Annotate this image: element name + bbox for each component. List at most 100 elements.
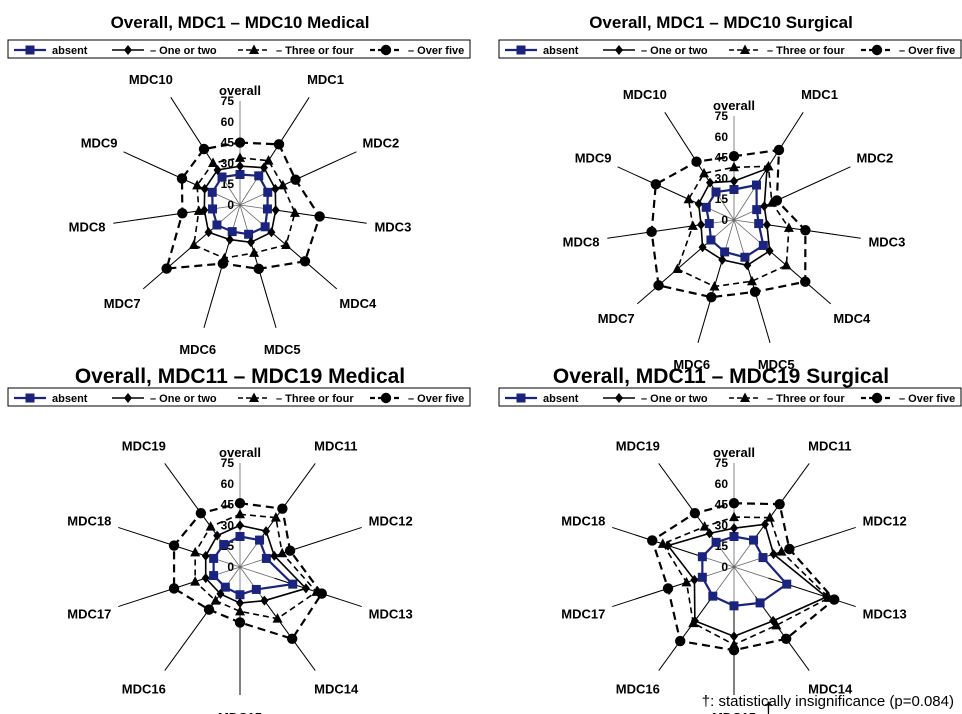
radar-chart-4: Overall, MDC11 – MDC19 Surgical absent – O… (498, 365, 962, 714)
data-point (213, 165, 222, 176)
data-point (316, 588, 327, 599)
tick-label: 45 (715, 498, 729, 512)
data-point (709, 281, 720, 291)
tick-label: 75 (715, 456, 729, 470)
series-line (650, 148, 807, 299)
legend-marker (380, 392, 392, 404)
data-point (729, 601, 739, 611)
data-point (249, 247, 260, 257)
axis-label: MDC14 (314, 681, 359, 696)
significance-dagger: † (764, 700, 773, 714)
data-point (244, 229, 254, 239)
data-point (754, 219, 764, 229)
data-point (697, 552, 707, 562)
axis-label: MDC12 (863, 514, 907, 529)
legend-box (498, 39, 962, 59)
series-line (172, 502, 324, 641)
callout-line (664, 112, 715, 190)
axis-label: MDC9 (81, 136, 118, 151)
data-point (688, 617, 699, 628)
callout-line (743, 254, 771, 343)
legend-box (7, 39, 471, 59)
legend-label: – One or two (641, 45, 708, 57)
tick-label: 60 (221, 115, 235, 129)
series-line (165, 141, 321, 270)
callout-line (769, 224, 861, 239)
legend-label: absent (52, 393, 88, 405)
tick-label: 60 (221, 477, 235, 491)
data-point (234, 617, 246, 628)
legend-label: – Over five (408, 393, 464, 405)
axis-label: overall (713, 445, 755, 460)
axis-label: MDC19 (122, 439, 166, 454)
data-point (260, 222, 270, 232)
radar-chart-1: Overall, MDC1 – MDC10 Medical absent – One… (7, 13, 471, 357)
callout-line (203, 239, 231, 328)
data-point (760, 519, 769, 530)
data-point (730, 631, 738, 642)
legend-label: – Three or four (276, 393, 354, 405)
callout-line (272, 151, 357, 191)
data-point (277, 503, 288, 514)
axis-label: MDC16 (122, 681, 166, 696)
data-point (800, 225, 811, 236)
data-point (758, 553, 768, 563)
axis-label: MDC12 (369, 514, 413, 529)
data-point (653, 280, 664, 291)
data-point (672, 263, 683, 274)
series-line (650, 502, 836, 652)
legend-marker (871, 392, 883, 404)
data-point (664, 540, 673, 551)
data-point (687, 220, 698, 230)
data-point (776, 546, 787, 556)
axis-label: MDC14 (808, 681, 853, 696)
data-point (705, 528, 714, 539)
data-point (198, 143, 210, 155)
data-point (168, 540, 180, 551)
data-point (210, 595, 221, 605)
axis-label: MDC8 (563, 234, 600, 249)
data-point (288, 579, 298, 589)
data-point (271, 205, 280, 216)
data-point (752, 205, 762, 215)
data-point (270, 512, 281, 522)
axis-label: overall (713, 98, 755, 113)
data-point (177, 208, 188, 219)
chart-panel-4: Overall, MDC11 – MDC19 Surgical absent – O… (481, 355, 962, 714)
data-point (781, 259, 792, 270)
data-point (699, 521, 710, 531)
callout-line (260, 596, 316, 671)
axis-label: MDC5 (758, 357, 795, 372)
data-point (259, 162, 268, 173)
data-point (236, 520, 244, 531)
data-point (829, 594, 840, 605)
data-point (706, 177, 715, 188)
legend-label: – Three or four (767, 393, 845, 405)
data-point (208, 157, 219, 168)
callout-line (118, 577, 206, 608)
data-point (235, 590, 245, 600)
data-point (711, 187, 721, 197)
data-point (216, 588, 225, 599)
data-point (698, 242, 707, 253)
tick-label: 45 (221, 498, 235, 512)
chart-panel-2: Overall, MDC1 – MDC10 Surgical absent – On… (481, 0, 962, 372)
data-point (213, 530, 222, 541)
axis-label: MDC4 (339, 296, 377, 311)
tick-label: 0 (227, 560, 234, 574)
axis-label: overall (219, 83, 261, 98)
chart-title: Overall, MDC1 – MDC10 Surgical (589, 13, 853, 32)
series-line (194, 513, 318, 620)
legend-label: – One or two (641, 393, 708, 405)
data-point (277, 179, 288, 190)
callout-line (754, 596, 810, 671)
data-point (272, 613, 283, 623)
data-point (251, 584, 261, 594)
data-point (176, 173, 188, 184)
data-point (281, 239, 292, 249)
data-point (773, 144, 785, 156)
axis-label: MDC7 (598, 311, 635, 326)
legend-marker (615, 45, 623, 55)
data-point (782, 579, 792, 589)
data-point (253, 263, 264, 275)
